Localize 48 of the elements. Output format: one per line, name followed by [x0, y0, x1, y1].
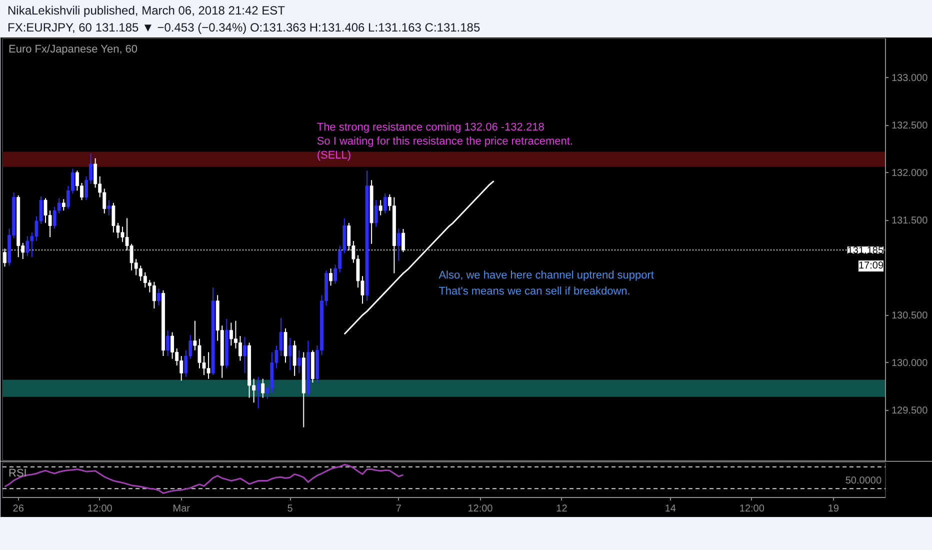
- text: NikaLekishvili published, March 06, 2018 21:42 EST: [8, 4, 286, 18]
- candlestick: [166, 330, 170, 356]
- x-tick-label: 12:00: [87, 504, 113, 514]
- chart-subtitle: FX:EURJPY, 60 131.185 ▼ −0.453 (−0.34%) O:131.363 H:131.406 L:131.163 C:131.185: [8, 20, 480, 34]
- ref-line-label: 131.185: [847, 246, 884, 256]
- y-tick-label: 130.000: [892, 358, 928, 370]
- annotation: Also, we have here channel uptrend support: [438, 269, 654, 282]
- candlestick: [107, 200, 111, 216]
- y-tick-label: 133.000: [892, 72, 928, 84]
- candlestick: [374, 200, 378, 228]
- x-tick-label: 12:00: [468, 504, 494, 514]
- x-tick-label: 7: [396, 504, 402, 514]
- annotation: 50.0000: [845, 476, 882, 486]
- chart-title: RSI: [8, 468, 27, 480]
- x-tick-label: 26: [12, 504, 24, 514]
- y-tick-label: 132.500: [892, 120, 928, 132]
- annotation: 17:09: [858, 260, 884, 272]
- candlestick: [256, 376, 260, 409]
- x-tick-label: 12: [556, 504, 568, 514]
- candlestick: [378, 200, 382, 216]
- x-tick-label: 14: [664, 504, 676, 514]
- candlestick: [157, 288, 160, 306]
- y-tick-label: 130.500: [892, 310, 928, 322]
- x-tick-label: 5: [287, 504, 294, 514]
- annotation: The strong resistance coming 132.06 -132.218: [316, 121, 544, 134]
- x-tick-label: 12:00: [739, 504, 765, 514]
- candlestick: [329, 268, 333, 286]
- candlestick: [243, 336, 246, 374]
- candlestick: [170, 332, 174, 360]
- y-tick-label: 131.500: [892, 216, 928, 227]
- candlestick: [383, 192, 387, 214]
- annotation: That's means we can sell if breakdown.: [438, 285, 630, 298]
- candlestick: [152, 281, 156, 309]
- candlestick: [297, 350, 301, 374]
- candlestick: [284, 328, 288, 364]
- y-tick-label: 132.000: [892, 168, 928, 180]
- annotation: So I waiting for this resistance the price retracement.: [316, 135, 574, 148]
- candlestick: [62, 198, 66, 212]
- candlestick: [261, 378, 265, 398]
- x-tick-label: 19: [828, 504, 840, 514]
- candlestick: [26, 236, 30, 257]
- chart-title: Euro Fx/Japanese Yen, 60: [8, 44, 138, 56]
- candlestick: [288, 337, 292, 371]
- annotation: (SELL): [316, 150, 352, 162]
- x-tick-label: Mar: [172, 504, 191, 514]
- candlestick: [396, 228, 400, 262]
- y-tick-label: 129.500: [892, 406, 928, 417]
- candlestick: [292, 340, 296, 376]
